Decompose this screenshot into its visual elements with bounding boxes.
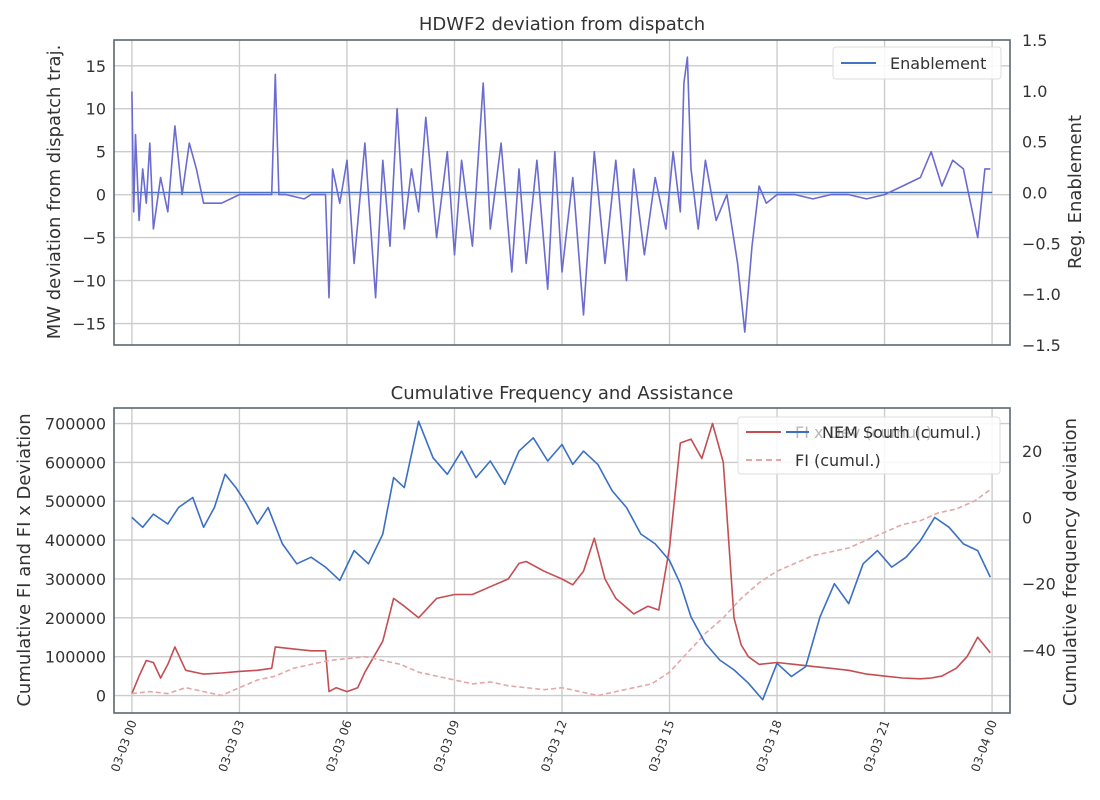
bottom-y2ticks: −40 −20 0 20 — [1022, 442, 1056, 660]
bottom-xtick-label: 03-03 12 — [538, 718, 570, 773]
bottom-ytick-label: 600000 — [45, 453, 106, 472]
top-legend[interactable]: Enablement — [832, 46, 1002, 80]
top-grid — [114, 40, 1010, 345]
top-chart-title: HDWF2 deviation from dispatch — [419, 14, 705, 35]
bottom-series-line-0 — [131, 422, 991, 694]
top-plot-frame — [113, 39, 1011, 346]
top-ytick-label: 10 — [86, 100, 106, 119]
bottom-ytick-label: 200000 — [45, 609, 106, 628]
bottom-chart-title: Cumulative Frequency and Assistance — [391, 383, 734, 404]
top-ytick-label: 5 — [96, 143, 106, 162]
top-legend-box — [832, 46, 1002, 80]
top-series — [131, 56, 993, 333]
bottom-legend-label-fixdev: FI x Dev (cumul.) — [795, 423, 932, 442]
bottom-ytick-label: 700000 — [45, 415, 106, 434]
bottom-ytick-label: 300000 — [45, 570, 106, 589]
top-y2tick-label: −1.5 — [1022, 336, 1061, 355]
bottom-series-line-1 — [131, 488, 991, 697]
top-y2tick-label: −1.0 — [1022, 285, 1061, 304]
bottom-xtick-label: 03-03 03 — [216, 718, 248, 773]
top-ytick-label: −15 — [72, 315, 106, 334]
top-y2-axis-label: Reg. Enablement — [1065, 115, 1086, 269]
top-ytick-label: −5 — [82, 229, 106, 248]
bottom-ytick-label: 500000 — [45, 492, 106, 511]
bottom-y2tick-label: 0 — [1022, 508, 1032, 527]
bottom-xtick-label: 03-04 00 — [968, 718, 1000, 773]
top-y2ticks: −1.5 −1.0 −0.5 0.0 0.5 1.0 1.5 — [1022, 31, 1061, 355]
bottom-xtick-label: 03-03 00 — [108, 718, 140, 773]
bottom-ytick-label: 400000 — [45, 531, 106, 550]
top-y2tick-label: −0.5 — [1022, 234, 1061, 253]
top-y-axis-label: MW deviation from dispatch traj. — [44, 45, 65, 340]
top-ytick-label: 0 — [96, 186, 106, 205]
top-y2tick-label: 1.5 — [1022, 31, 1047, 50]
bottom-legend[interactable]: FI x Dev (cumul.) NEM South (cumul.) FI … — [737, 416, 1001, 475]
bottom-xtick-label: 03-03 18 — [753, 718, 785, 773]
bottom-y-axis-label: Cumulative FI and FI x Deviation — [14, 413, 35, 706]
bottom-xtick-label: 03-03 09 — [431, 718, 463, 773]
bottom-ytick-label: 100000 — [45, 648, 106, 667]
top-series-line-1 — [131, 56, 991, 333]
bottom-legend-label-fi: FI (cumul.) — [795, 451, 881, 470]
bottom-y2-axis-label: Cumulative frequency deviation — [1060, 418, 1081, 706]
top-y2tick-label: 1.0 — [1022, 82, 1047, 101]
bottom-legend-label-nemsouth: NEM South (cumul.) — [822, 423, 981, 442]
bottom-y2tick-label: 20 — [1022, 442, 1042, 461]
bottom-yticks: 0 100000 200000 300000 400000 500000 600000 700… — [45, 415, 106, 706]
top-y2tick-label: 0.5 — [1022, 133, 1047, 152]
top-ytick-label: 15 — [86, 57, 106, 76]
bottom-plot-frame — [113, 407, 1011, 714]
bottom-xtick-label: 03-03 21 — [861, 718, 893, 773]
bottom-chart: 0 100000 200000 300000 400000 500000 600000 700… — [14, 383, 1081, 774]
top-y2tick-label: 0.0 — [1022, 184, 1047, 203]
bottom-series-line-2 — [131, 420, 992, 701]
bottom-ytick-label: 0 — [96, 687, 106, 706]
bottom-y2tick-label: −20 — [1022, 575, 1056, 594]
top-legend-label-enablement: Enablement — [890, 54, 986, 73]
bottom-xticks: 03-03 00 03-03 03 03-03 06 03-03 09 03-03 12… — [108, 718, 1000, 773]
top-ytick-label: −10 — [72, 272, 106, 291]
bottom-y2tick-label: −40 — [1022, 641, 1056, 660]
top-yticks: −15 −10 −5 0 5 10 15 — [72, 57, 106, 334]
bottom-xtick-label: 03-03 06 — [323, 718, 355, 773]
bottom-xtick-label: 03-03 15 — [646, 718, 678, 773]
bottom-series — [131, 420, 992, 701]
